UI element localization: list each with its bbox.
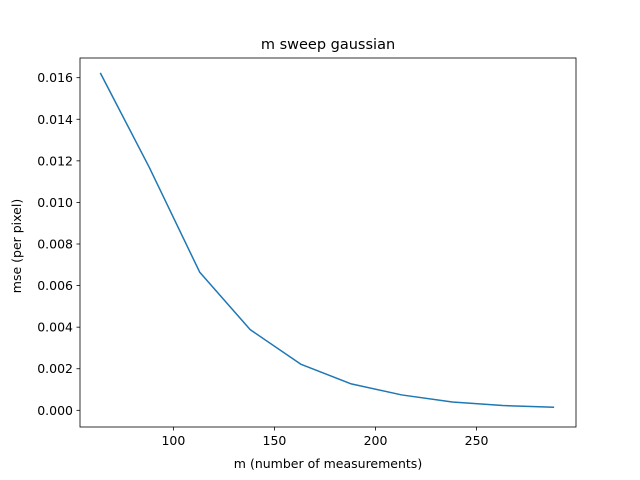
- x-tick-label-1: 150: [263, 433, 287, 448]
- series-line-0: [99, 72, 555, 408]
- y-tick-label-1: 0.002: [37, 361, 73, 376]
- y-tick-label-4: 0.008: [37, 237, 73, 252]
- x-tick-label-3: 250: [465, 433, 489, 448]
- y-tick-label-5: 0.010: [37, 195, 73, 210]
- plot-area: 100 150 200 250 0.000 0.002 0.004 0.006 0.008 0.0…: [37, 57, 577, 448]
- y-axis-label: mse (per pixel): [9, 199, 24, 293]
- axes-frame: [79, 57, 577, 428]
- x-axis-label: m (number of measurements): [234, 456, 422, 471]
- y-tick-label-0: 0.000: [37, 403, 73, 418]
- x-tick-label-2: 200: [364, 433, 388, 448]
- y-tick-label-3: 0.006: [37, 278, 73, 293]
- x-tick-label-0: 100: [161, 433, 185, 448]
- y-tick-label-8: 0.016: [37, 70, 73, 85]
- y-tick-label-2: 0.004: [37, 320, 73, 335]
- chart-title: m sweep gaussian: [261, 37, 395, 53]
- y-tick-label-6: 0.012: [37, 153, 73, 168]
- y-tick-label-7: 0.014: [37, 112, 73, 127]
